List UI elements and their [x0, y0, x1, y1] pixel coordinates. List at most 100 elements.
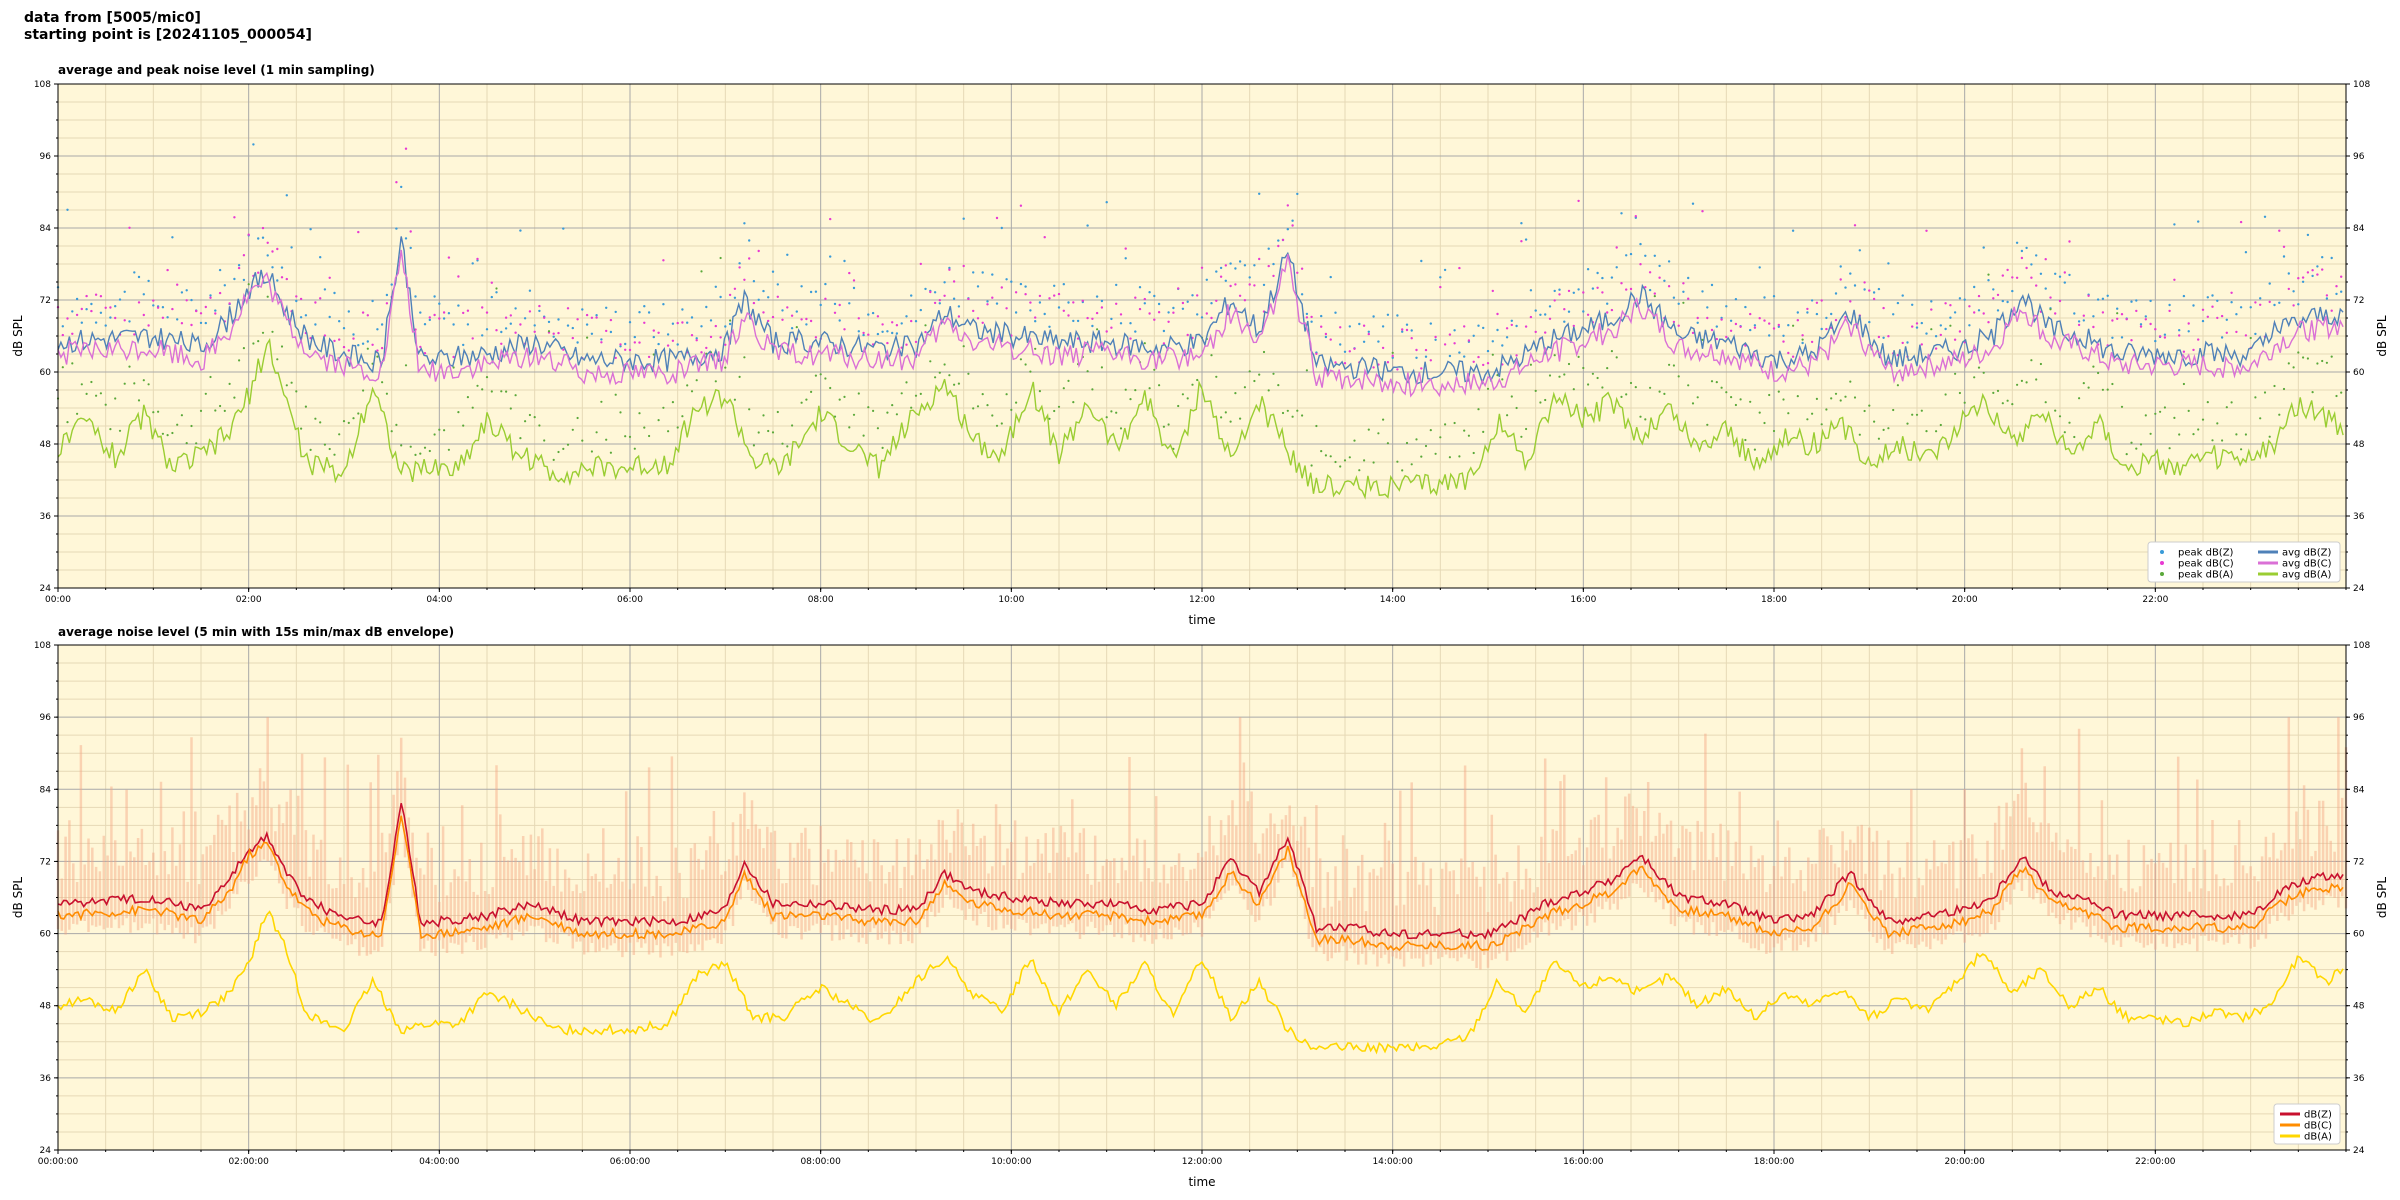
peak-dot [1367, 330, 1371, 333]
peak-dot [576, 416, 579, 420]
peak-dot [1872, 291, 1876, 294]
peak-dot [1930, 328, 1933, 331]
peak-dot [2173, 278, 2176, 281]
peak-dot [1324, 335, 1328, 339]
peak-dot [2287, 362, 2290, 365]
peak-dot [276, 247, 279, 251]
peak-dot [471, 337, 474, 340]
peak-dot [2173, 223, 2176, 226]
peak-dot [1782, 334, 1785, 337]
legend: dB(Z)dB(C)dB(A) [2273, 1103, 2341, 1145]
peak-dot [1157, 311, 1161, 314]
peak-dot [1963, 401, 1966, 404]
peak-dot [2154, 339, 2157, 343]
peak-dot [438, 317, 441, 320]
peak-dot [2120, 405, 2124, 408]
peak-dot [1596, 376, 1599, 380]
peak-dot [943, 363, 946, 366]
x-tick-label: 08:00:00 [800, 1157, 841, 1167]
peak-dot [1048, 417, 1051, 420]
peak-dot [1515, 354, 1518, 357]
peak-dot [809, 290, 813, 294]
peak-dot [1119, 313, 1123, 316]
peak-dot [1248, 276, 1251, 279]
peak-dot [891, 404, 894, 407]
peak-dot [1200, 266, 1204, 269]
x-tick-label: 04:00 [426, 595, 452, 605]
peak-dot [2149, 432, 2152, 435]
peak-dot [1892, 408, 1895, 412]
peak-dot [1648, 288, 1652, 292]
peak-dot [2016, 383, 2019, 386]
peak-dot [1996, 389, 2000, 392]
peak-dot [128, 365, 131, 368]
peak-dot [681, 321, 684, 324]
peak-dot [1034, 320, 1037, 323]
peak-dot [133, 271, 136, 274]
peak-dot [1310, 315, 1313, 319]
peak-dot [614, 310, 617, 314]
peak-dot [586, 336, 589, 339]
header-start-line: starting point is [20241105_000054] [24, 27, 312, 43]
peak-dot [924, 324, 927, 327]
peak-dot [2259, 303, 2262, 306]
peak-dot [1529, 289, 1533, 292]
peak-dot [1920, 343, 1924, 346]
peak-dot [1877, 437, 1880, 440]
peak-dot [214, 309, 217, 312]
peak-dot [1625, 288, 1628, 291]
peak-dot [1444, 423, 1447, 426]
peak-dot [114, 305, 117, 308]
peak-dot [952, 280, 956, 283]
peak-dot [2044, 287, 2047, 290]
peak-dot [2025, 266, 2028, 270]
x-tick-label: 04:00:00 [419, 1157, 460, 1167]
peak-dot [500, 330, 503, 334]
peak-dot [118, 298, 122, 301]
peak-dot [1601, 291, 1604, 294]
peak-dot [1000, 226, 1003, 230]
peak-dot [1505, 327, 1509, 330]
peak-dot [957, 305, 961, 308]
x-tick-label: 06:00 [617, 595, 643, 605]
peak-dot [457, 275, 460, 278]
peak-dot [2254, 396, 2257, 399]
peak-dot [891, 331, 894, 335]
peak-dot [1606, 302, 1609, 305]
peak-dot [485, 376, 489, 379]
peak-dot [333, 339, 336, 343]
peak-dot [2015, 276, 2019, 279]
peak-dot [786, 445, 789, 448]
peak-dot [757, 249, 760, 253]
peak-dot [2116, 307, 2119, 310]
peak-dot [1410, 337, 1413, 340]
peak-dot [848, 426, 851, 429]
peak-dot [390, 283, 393, 286]
peak-dot [2178, 334, 2181, 337]
peak-dot [1915, 322, 1919, 325]
peak-dot [1367, 332, 1371, 336]
peak-dot [843, 259, 846, 263]
peak-dot [2020, 379, 2023, 382]
peak-dot [99, 392, 102, 395]
peak-dot [1582, 366, 1585, 370]
peak-dot [1586, 268, 1590, 271]
peak-dot [1034, 316, 1037, 319]
peak-dot [1524, 238, 1528, 241]
peak-dot [428, 316, 431, 319]
peak-dot [423, 446, 427, 449]
peak-dot [190, 424, 193, 428]
peak-dot [409, 445, 412, 448]
peak-dot [1563, 373, 1566, 376]
peak-dot [2292, 366, 2295, 369]
peak-dot [1000, 422, 1003, 425]
peak-dot [2230, 291, 2233, 294]
legend-label: dB(C) [2304, 1121, 2332, 1132]
peak-dot [1453, 329, 1456, 332]
peak-dot [495, 329, 498, 332]
peak-dot [919, 262, 922, 266]
peak-dot [1720, 318, 1723, 321]
peak-dot [380, 346, 384, 350]
peak-dot [767, 429, 770, 433]
peak-dot [605, 306, 608, 309]
